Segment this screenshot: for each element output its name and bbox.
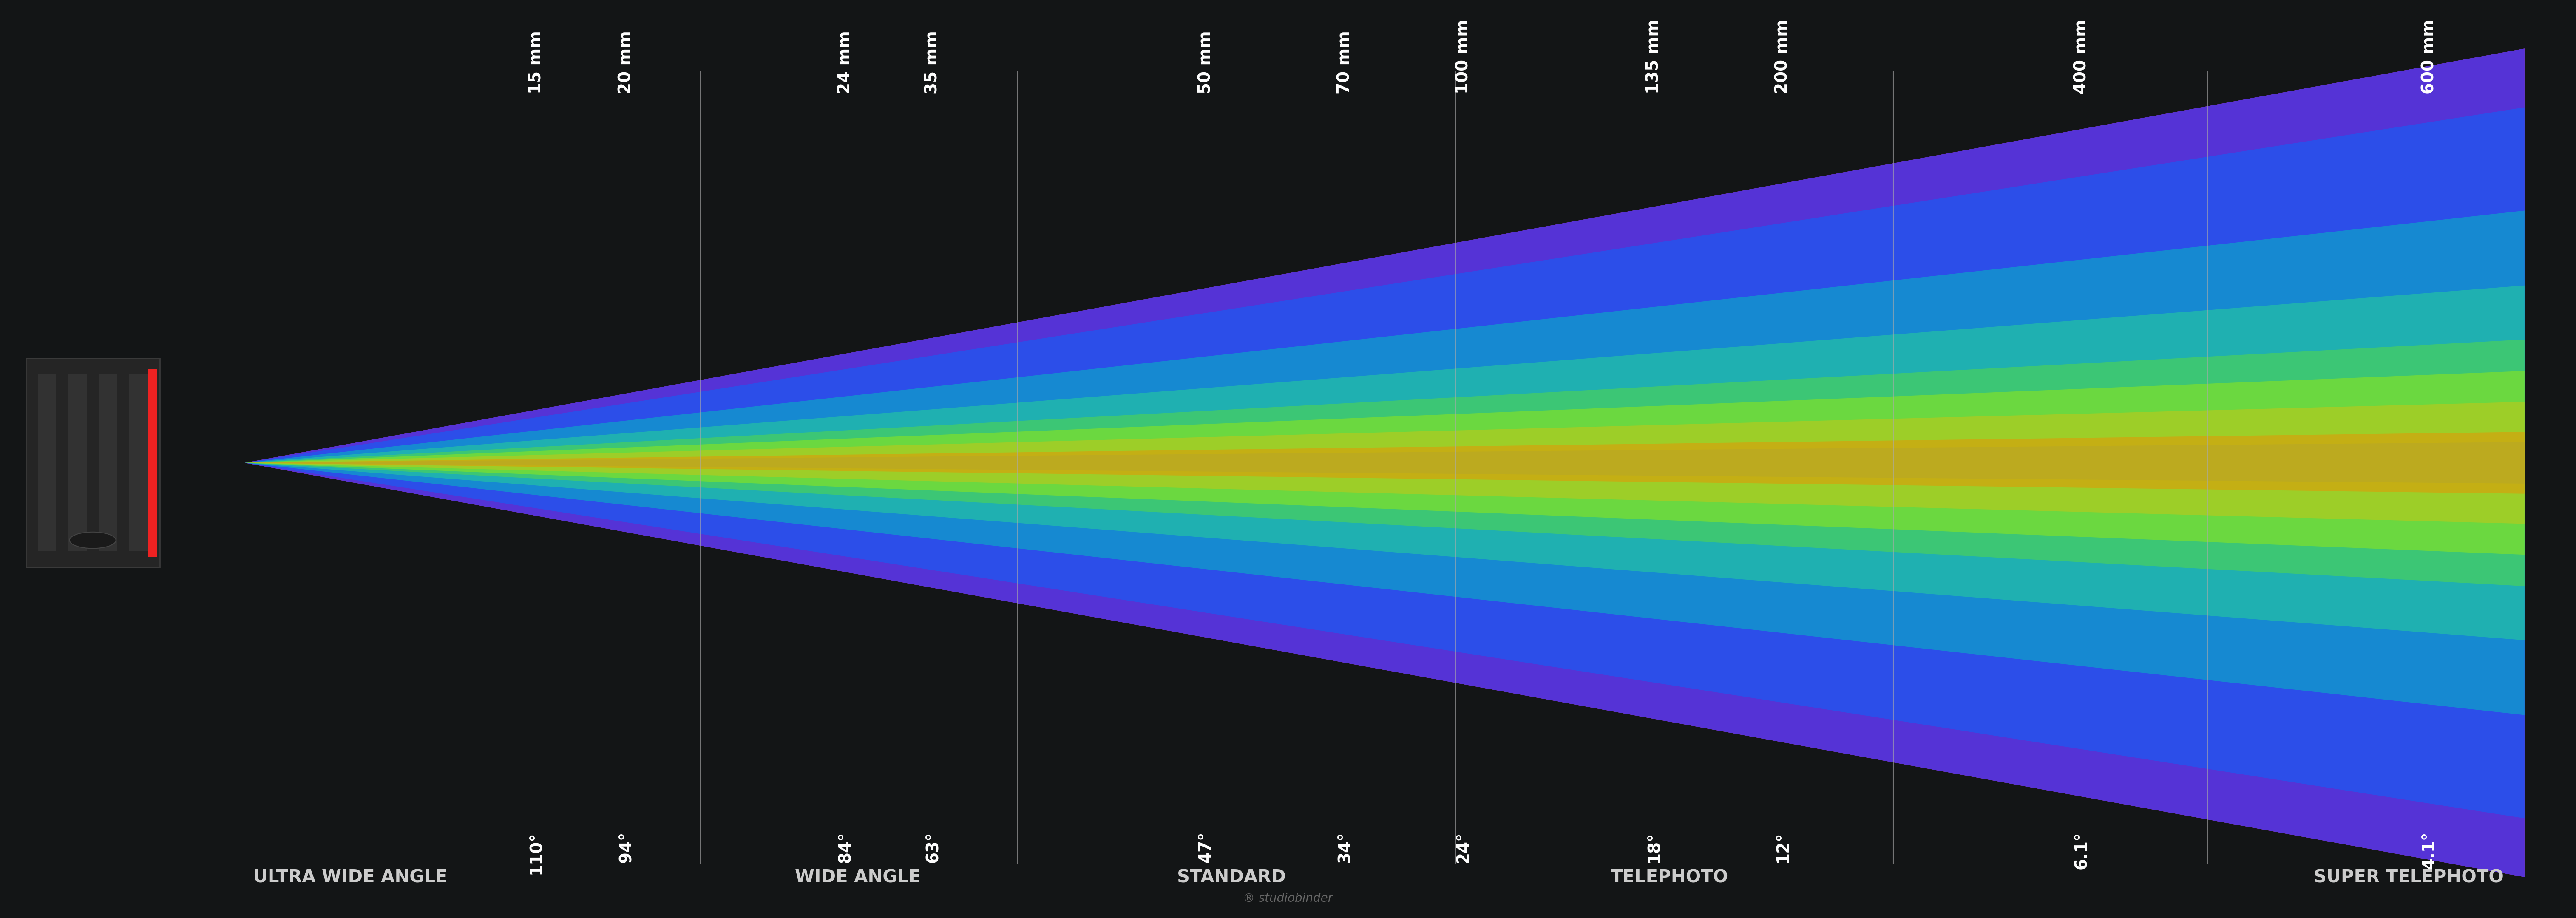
Bar: [98, 375, 116, 551]
Bar: [70, 375, 88, 551]
Polygon shape: [245, 442, 2524, 484]
Text: 94°: 94°: [618, 832, 634, 863]
Text: 34°: 34°: [1337, 832, 1352, 863]
Text: ® studiobinder: ® studiobinder: [1244, 892, 1332, 904]
Polygon shape: [245, 371, 2524, 554]
Text: STANDARD: STANDARD: [1177, 868, 1285, 886]
Text: 15 mm: 15 mm: [528, 31, 544, 95]
Text: 63°: 63°: [925, 832, 940, 863]
Polygon shape: [245, 49, 2524, 877]
Text: 12°: 12°: [1775, 832, 1790, 863]
Text: 4.1°: 4.1°: [2421, 832, 2437, 869]
Bar: [129, 375, 147, 551]
Bar: [147, 369, 157, 556]
Text: TELEPHOTO: TELEPHOTO: [1610, 868, 1728, 886]
Bar: [26, 358, 160, 567]
Polygon shape: [245, 49, 2524, 877]
Text: 200 mm: 200 mm: [1775, 19, 1790, 95]
Text: 84°: 84°: [837, 832, 853, 863]
Text: WIDE ANGLE: WIDE ANGLE: [796, 868, 920, 886]
Polygon shape: [245, 402, 2524, 524]
Text: SUPER TELEPHOTO: SUPER TELEPHOTO: [2313, 868, 2504, 886]
Text: 18°: 18°: [1646, 832, 1662, 863]
Polygon shape: [245, 340, 2524, 586]
Text: 400 mm: 400 mm: [2074, 19, 2089, 95]
Text: 24°: 24°: [1455, 832, 1471, 863]
Text: 6.1°: 6.1°: [2074, 832, 2089, 869]
Text: 600 mm: 600 mm: [2421, 19, 2437, 95]
Polygon shape: [245, 285, 2524, 640]
Polygon shape: [245, 49, 2524, 877]
Text: 110°: 110°: [528, 832, 544, 874]
Polygon shape: [245, 210, 2524, 715]
Polygon shape: [245, 431, 2524, 494]
Circle shape: [70, 532, 116, 548]
Text: ULTRA WIDE ANGLE: ULTRA WIDE ANGLE: [252, 868, 448, 886]
Text: 35 mm: 35 mm: [925, 31, 940, 95]
Text: 100 mm: 100 mm: [1455, 19, 1471, 95]
Text: 20 mm: 20 mm: [618, 31, 634, 95]
Text: 24 mm: 24 mm: [837, 31, 853, 95]
Bar: [39, 375, 57, 551]
Polygon shape: [245, 107, 2524, 818]
Text: 47°: 47°: [1198, 832, 1213, 863]
Text: 135 mm: 135 mm: [1646, 19, 1662, 95]
Text: 50 mm: 50 mm: [1198, 31, 1213, 95]
Text: 70 mm: 70 mm: [1337, 31, 1352, 95]
